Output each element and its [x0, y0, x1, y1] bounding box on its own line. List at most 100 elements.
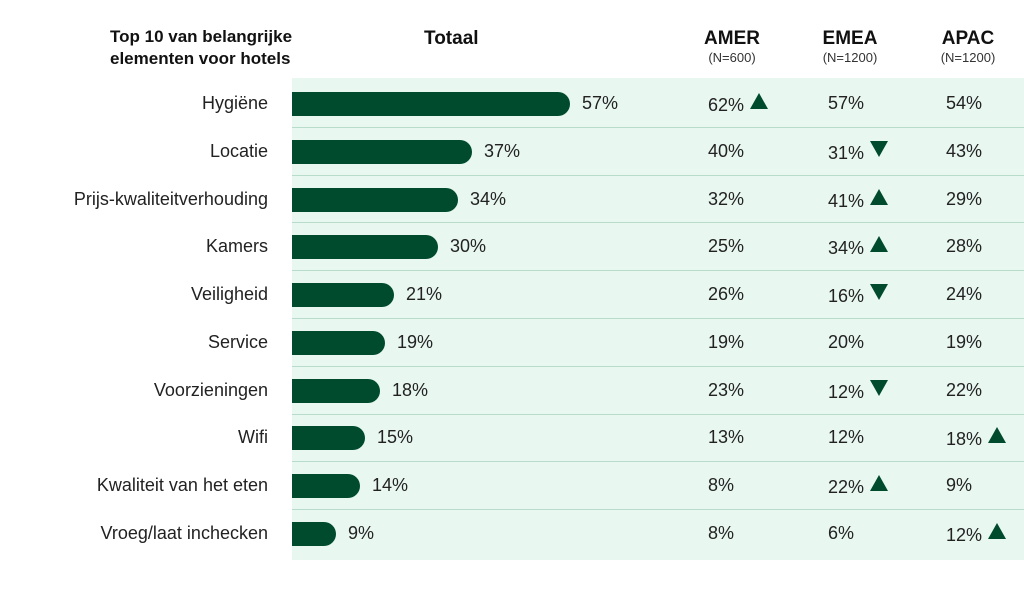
row-separator [292, 318, 1024, 319]
triangle-down-icon [870, 380, 889, 396]
total-value-label: 57% [582, 93, 619, 113]
region-value-text: 43% [946, 141, 983, 161]
region-value-apac: 9% [946, 475, 972, 496]
region-value-text: 19% [708, 332, 745, 352]
region-value-text: 9% [946, 475, 973, 495]
region-value-amer: 25% [708, 236, 744, 257]
total-value-label: 14% [372, 475, 409, 495]
region-value-text: 40% [708, 141, 745, 161]
region-header-emea: EMEA (N=1200) [790, 28, 910, 66]
region-value-apac: 54% [946, 93, 982, 114]
region-value-text: 28% [946, 236, 983, 256]
category-label: Service [207, 332, 268, 352]
region-value-text: 6% [828, 523, 855, 543]
triangle-up-icon [870, 236, 889, 252]
total-bar [292, 140, 472, 164]
region-value-amer: 13% [708, 427, 744, 448]
region-value-emea: 22% [828, 475, 889, 498]
row-separator [292, 461, 1024, 462]
triangle-down-icon [870, 141, 889, 157]
region-value-text: 32% [708, 189, 745, 209]
region-value-text: 12% [828, 427, 865, 447]
region-value-text: 57% [828, 93, 865, 113]
region-name: APAC [941, 28, 995, 49]
region-value-text: 26% [708, 284, 745, 304]
region-sample-size: (N=1200) [940, 50, 996, 65]
total-bar [292, 92, 570, 116]
region-header-apac: APAC (N=1200) [908, 28, 1024, 66]
region-value-apac: 43% [946, 141, 982, 162]
total-bar [292, 426, 365, 450]
row-separator [292, 366, 1024, 367]
region-value-text: 13% [708, 427, 745, 447]
region-value-emea: 31% [828, 141, 889, 164]
region-value-amer: 26% [708, 284, 744, 305]
row-separator [292, 127, 1024, 128]
region-value-amer: 8% [708, 523, 734, 544]
total-value-label: 30% [450, 236, 487, 256]
category-label: Vroeg/laat inchecken [100, 523, 268, 543]
region-value-apac: 28% [946, 236, 982, 257]
category-label: Kamers [205, 236, 268, 256]
region-value-emea: 6% [828, 523, 854, 544]
region-value-text: 23% [708, 380, 745, 400]
region-value-text: 31% [828, 143, 865, 163]
total-bar [292, 379, 380, 403]
region-value-text: 16% [828, 286, 865, 306]
category-label: Voorzieningen [153, 380, 268, 400]
total-bar [292, 188, 458, 212]
region-value-amer: 8% [708, 475, 734, 496]
region-value-text: 41% [828, 191, 865, 211]
region-value-text: 34% [828, 238, 865, 258]
region-sample-size: (N=1200) [822, 50, 878, 65]
region-value-text: 22% [946, 380, 983, 400]
total-bar [292, 331, 385, 355]
region-value-text: 62% [708, 95, 745, 115]
total-value-label: 9% [348, 523, 375, 543]
total-bar [292, 235, 438, 259]
row-separator [292, 509, 1024, 510]
triangle-down-icon [870, 284, 889, 300]
category-label: Wifi [238, 427, 268, 447]
total-value-label: 21% [406, 284, 443, 304]
category-label: Hygiëne [201, 93, 268, 113]
region-value-emea: 20% [828, 332, 864, 353]
region-value-amer: 19% [708, 332, 744, 353]
total-value-label: 18% [392, 380, 429, 400]
region-header-amer: AMER (N=600) [672, 28, 792, 66]
triangle-up-icon [750, 93, 769, 109]
chart-title: Top 10 van belangrijke elementen voor ho… [110, 27, 293, 68]
triangle-up-icon [988, 427, 1007, 443]
region-value-text: 22% [828, 477, 865, 497]
triangle-up-icon [870, 475, 889, 491]
total-bar [292, 283, 394, 307]
region-value-text: 12% [828, 382, 865, 402]
total-bar [292, 522, 336, 546]
region-value-emea: 16% [828, 284, 889, 307]
region-value-emea: 34% [828, 236, 889, 259]
triangle-up-icon [870, 189, 889, 205]
region-value-apac: 29% [946, 189, 982, 210]
region-value-text: 8% [708, 523, 735, 543]
region-value-text: 19% [946, 332, 983, 352]
region-value-text: 20% [828, 332, 865, 352]
region-value-text: 18% [946, 429, 983, 449]
region-value-text: 12% [946, 525, 983, 545]
region-value-text: 54% [946, 93, 983, 113]
row-separator [292, 222, 1024, 223]
region-value-amer: 32% [708, 189, 744, 210]
row-separator [292, 270, 1024, 271]
region-value-text: 8% [708, 475, 735, 495]
category-label: Prijs-kwaliteitverhouding [73, 189, 268, 209]
region-value-text: 25% [708, 236, 745, 256]
region-name: AMER [704, 28, 760, 49]
region-value-amer: 23% [708, 380, 744, 401]
region-value-amer: 40% [708, 141, 744, 162]
category-label: Locatie [209, 141, 268, 161]
total-value-label: 19% [397, 332, 434, 352]
category-label: Kwaliteit van het eten [96, 475, 268, 495]
region-value-text: 24% [946, 284, 983, 304]
region-value-amer: 62% [708, 93, 769, 116]
total-value-label: 37% [484, 141, 521, 161]
region-value-emea: 41% [828, 189, 889, 212]
